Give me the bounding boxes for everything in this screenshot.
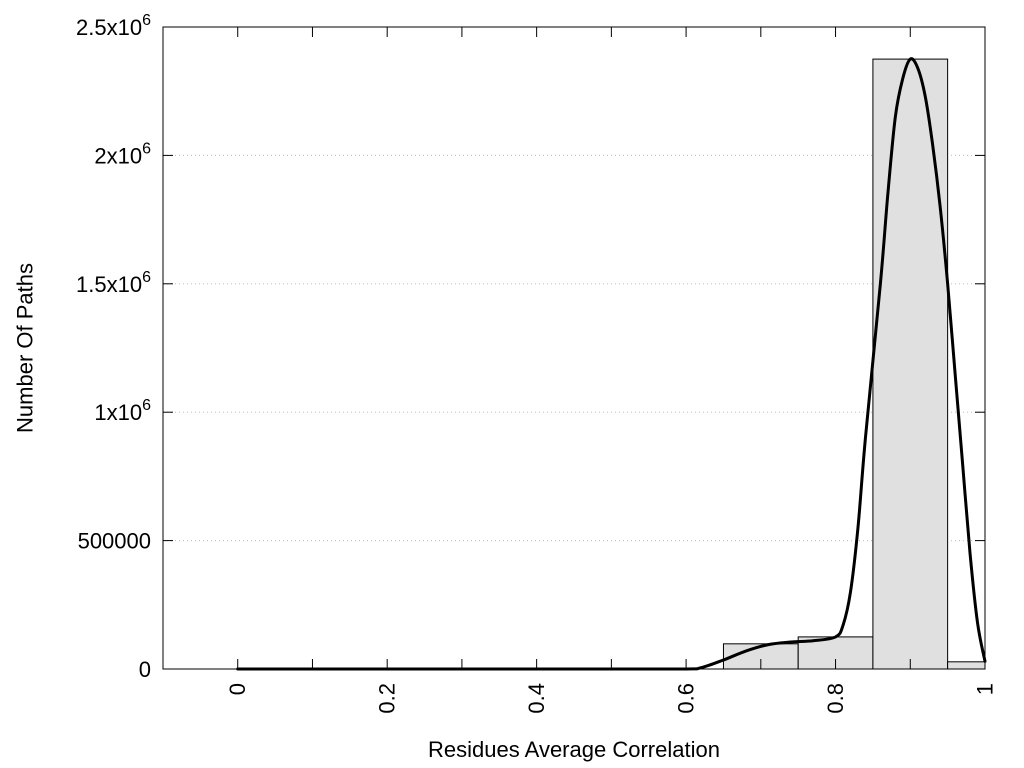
y-tick-exponent: 6: [142, 397, 151, 414]
histogram-bar: [872, 58, 949, 670]
y-tick-label: 500000: [78, 529, 151, 554]
x-axis-title: Residues Average Correlation: [428, 737, 720, 762]
y-tick-label: 2x106: [94, 140, 151, 168]
histogram-bar: [947, 661, 986, 670]
x-tick-label: 0.6: [674, 683, 699, 714]
y-tick-mantissa: 1.5x10: [76, 272, 142, 297]
x-axis: 0 0.2 0.4 0.6 0.8 1: [225, 27, 998, 714]
y-tick-mantissa: 0: [139, 657, 151, 682]
y-tick-exponent: 6: [142, 269, 151, 286]
grid-layer: [163, 154, 985, 542]
y-tick-label: 1.5x106: [76, 269, 151, 297]
y-tick-label: 0: [139, 657, 151, 682]
x-tick-label: 0.8: [823, 683, 848, 714]
y-tick-mantissa: 2.5x10: [76, 15, 142, 40]
y-tick-label: 2.5x106: [76, 12, 151, 40]
y-tick-mantissa: 2x10: [94, 143, 142, 168]
x-tick-label: 0.4: [524, 683, 549, 714]
y-axis-title: Number Of Paths: [13, 263, 38, 433]
y-tick-mantissa: 500000: [78, 529, 151, 554]
y-tick-label: 1x106: [94, 397, 151, 425]
y-tick-mantissa: 1x10: [94, 400, 142, 425]
plot-frame: [162, 26, 986, 670]
y-tick-exponent: 6: [142, 140, 151, 157]
x-tick-label: 1: [973, 683, 998, 695]
x-tick-label: 0: [225, 683, 250, 695]
bars-layer: [722, 58, 986, 670]
y-tick-exponent: 6: [142, 12, 151, 29]
x-tick-label: 0.2: [375, 683, 400, 714]
